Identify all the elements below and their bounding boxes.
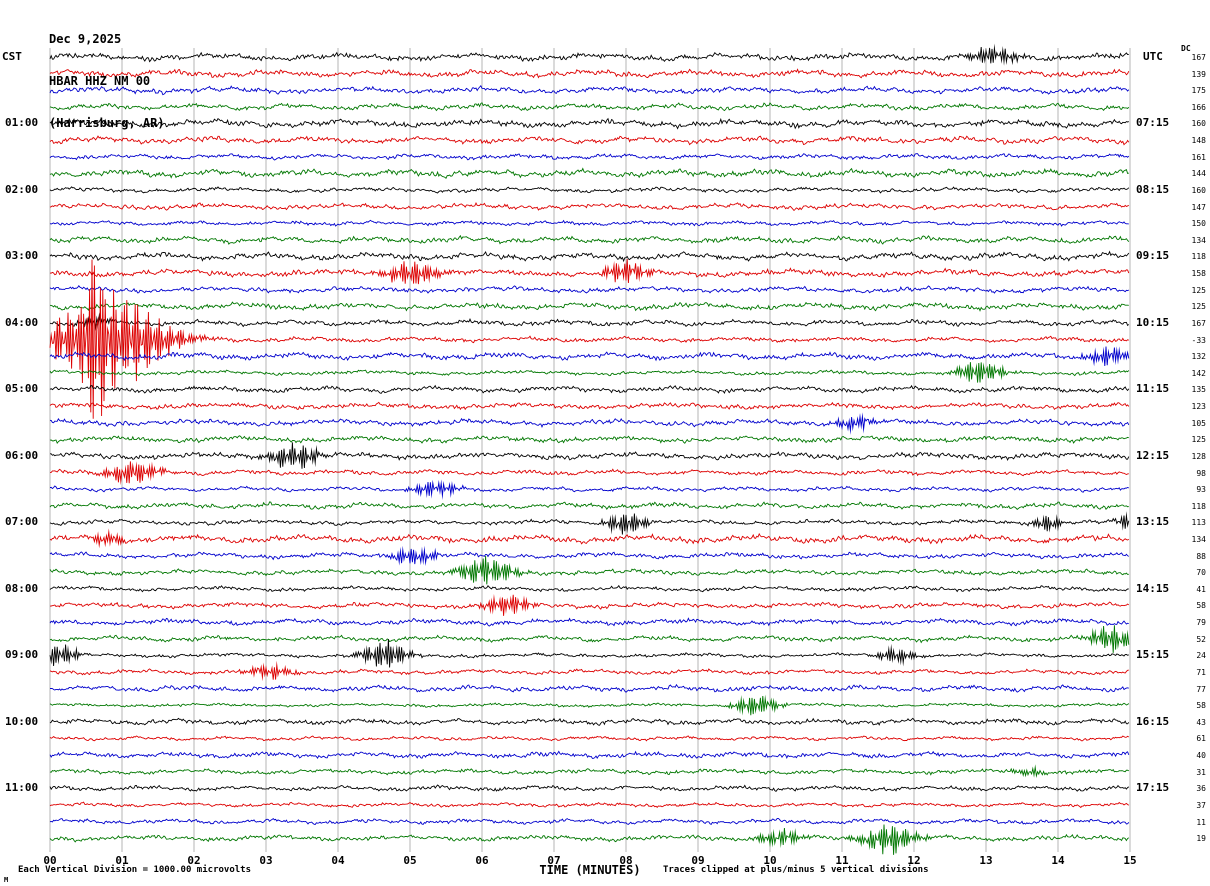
left-time-label: 08:00 bbox=[5, 581, 39, 595]
dc-value: 24 bbox=[1196, 651, 1206, 661]
dc-value: 125 bbox=[1191, 302, 1206, 312]
dc-value: 37 bbox=[1196, 800, 1206, 810]
dc-value: 150 bbox=[1191, 219, 1206, 229]
x-tick-label: 07 bbox=[547, 854, 561, 867]
left-time-label: 02:00 bbox=[5, 182, 39, 196]
dc-value: 11 bbox=[1196, 817, 1206, 827]
dc-value: 40 bbox=[1196, 751, 1206, 761]
dc-value: 134 bbox=[1191, 235, 1206, 245]
dc-value: 125 bbox=[1191, 285, 1206, 295]
footer-note-left: Each Vertical Division = 1000.00 microvo… bbox=[18, 865, 251, 875]
right-time-label: 11:15 bbox=[1136, 382, 1170, 396]
dc-value: 61 bbox=[1196, 734, 1206, 744]
dc-value: 147 bbox=[1191, 202, 1206, 212]
dc-value: 43 bbox=[1196, 717, 1206, 727]
dc-value: 139 bbox=[1191, 69, 1206, 79]
left-time-label: 07:00 bbox=[5, 515, 39, 529]
x-axis-title: TIME (MINUTES) bbox=[539, 863, 641, 877]
x-tick-label: 11 bbox=[835, 854, 849, 867]
header-location: (Harrisburg, AR) bbox=[49, 116, 165, 130]
left-time-label: 04:00 bbox=[5, 315, 39, 329]
dc-value: 123 bbox=[1191, 402, 1206, 412]
x-tick-label: 12 bbox=[907, 854, 921, 867]
dc-value: 166 bbox=[1191, 102, 1206, 112]
dc-value: 41 bbox=[1196, 584, 1206, 594]
dc-value: 128 bbox=[1191, 451, 1206, 461]
dc-value: -33 bbox=[1191, 335, 1206, 345]
dc-value: 70 bbox=[1196, 568, 1206, 578]
right-time-label: 10:15 bbox=[1136, 315, 1170, 329]
x-tick-label: 02 bbox=[187, 854, 201, 867]
x-tick-label: 14 bbox=[1051, 854, 1065, 867]
x-tick-label: 04 bbox=[331, 854, 345, 867]
dc-value: 132 bbox=[1191, 352, 1206, 362]
dc-value: 36 bbox=[1196, 784, 1206, 794]
left-time-label: 11:00 bbox=[5, 781, 39, 795]
right-time-label: 14:15 bbox=[1136, 581, 1170, 595]
right-time-label: 17:15 bbox=[1136, 781, 1170, 795]
right-time-label: 09:15 bbox=[1136, 249, 1170, 263]
dc-value: 135 bbox=[1191, 385, 1206, 395]
dc-value: 144 bbox=[1191, 169, 1206, 179]
dc-value: 93 bbox=[1196, 485, 1206, 495]
dc-column-header: DC bbox=[1181, 44, 1191, 53]
left-time-label: 10:00 bbox=[5, 714, 39, 728]
footer-note-right: Traces clipped at plus/minus 5 vertical … bbox=[663, 865, 929, 875]
dc-value: 161 bbox=[1191, 152, 1206, 162]
utc-axis-header: UTC bbox=[1143, 50, 1163, 63]
left-time-label: 03:00 bbox=[5, 249, 39, 263]
dc-value: 58 bbox=[1196, 601, 1206, 611]
dc-value: 167 bbox=[1191, 318, 1206, 328]
x-tick-label: 06 bbox=[475, 854, 489, 867]
x-tick-label: 01 bbox=[115, 854, 129, 867]
dc-value: 88 bbox=[1196, 551, 1206, 561]
dc-value: 77 bbox=[1196, 684, 1206, 694]
left-time-label: 05:00 bbox=[5, 382, 39, 396]
dc-value: 158 bbox=[1191, 269, 1206, 279]
x-tick-label: 05 bbox=[403, 854, 417, 867]
cst-axis-header: CST bbox=[2, 50, 22, 63]
dc-value: 142 bbox=[1191, 368, 1206, 378]
dc-value: 148 bbox=[1191, 136, 1206, 146]
left-time-label: 01:00 bbox=[5, 116, 39, 130]
dc-value: 118 bbox=[1191, 252, 1206, 262]
dc-value: 167 bbox=[1191, 53, 1206, 62]
dc-value: 134 bbox=[1191, 534, 1206, 544]
x-tick-label: 15 bbox=[1123, 854, 1137, 867]
dc-value: 113 bbox=[1191, 518, 1206, 528]
x-tick-label: 08 bbox=[619, 854, 633, 867]
right-time-label: 13:15 bbox=[1136, 515, 1170, 529]
left-time-label: 09:00 bbox=[5, 648, 39, 662]
plot-header: Dec 9,2025 HBAR HHZ NM 00 (Harrisburg, A… bbox=[49, 4, 165, 158]
dc-value: 160 bbox=[1191, 119, 1206, 129]
dc-value: 31 bbox=[1196, 767, 1206, 777]
right-time-label: 16:15 bbox=[1136, 714, 1170, 728]
header-date: Dec 9,2025 bbox=[49, 32, 122, 46]
dc-value: 52 bbox=[1196, 634, 1206, 644]
x-tick-label: 13 bbox=[979, 854, 993, 867]
x-tick-label: 03 bbox=[259, 854, 273, 867]
dc-value: 19 bbox=[1196, 834, 1206, 844]
dc-value: 58 bbox=[1196, 701, 1206, 711]
x-tick-label: 10 bbox=[763, 854, 777, 867]
header-station: HBAR HHZ NM 00 bbox=[49, 74, 151, 88]
logo-mark: M bbox=[4, 876, 9, 884]
dc-value: 98 bbox=[1196, 468, 1206, 478]
x-tick-label: 09 bbox=[691, 854, 705, 867]
dc-value: 118 bbox=[1191, 501, 1206, 511]
x-tick-label: 00 bbox=[43, 854, 57, 867]
dc-value: 105 bbox=[1191, 418, 1206, 428]
dc-value: 71 bbox=[1196, 667, 1206, 677]
dc-value: 79 bbox=[1196, 618, 1206, 628]
dc-value: 160 bbox=[1191, 185, 1206, 195]
right-time-label: 15:15 bbox=[1136, 648, 1170, 662]
right-time-label: 07:15 bbox=[1136, 116, 1170, 130]
right-time-label: 08:15 bbox=[1136, 182, 1170, 196]
right-time-label: 12:15 bbox=[1136, 448, 1170, 462]
dc-value: 125 bbox=[1191, 435, 1206, 445]
left-time-label: 06:00 bbox=[5, 448, 39, 462]
dc-value: 175 bbox=[1191, 86, 1206, 96]
